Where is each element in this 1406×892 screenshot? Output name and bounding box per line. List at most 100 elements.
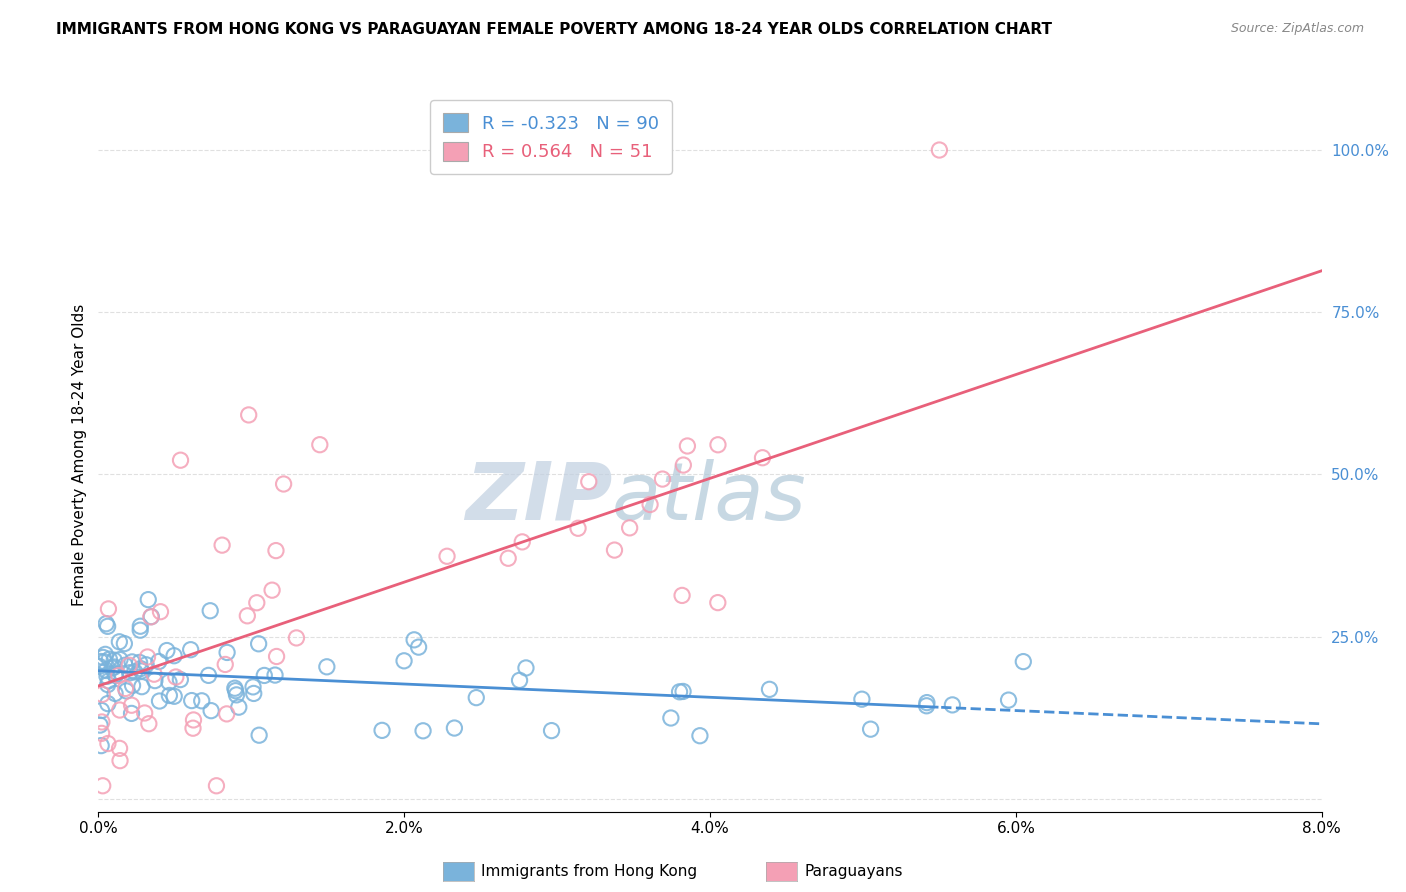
Point xyxy=(941,698,963,712)
Point xyxy=(90,703,112,717)
Point xyxy=(190,694,212,708)
Point xyxy=(96,616,118,631)
Point xyxy=(205,779,228,793)
Point xyxy=(91,687,114,701)
Point xyxy=(689,729,711,743)
Point xyxy=(859,722,882,736)
Point xyxy=(165,670,187,684)
Point xyxy=(90,739,112,753)
Point xyxy=(129,619,152,633)
Point xyxy=(97,677,120,691)
Point xyxy=(262,583,284,598)
Point xyxy=(509,673,531,688)
Point xyxy=(758,682,780,697)
Point xyxy=(93,655,115,669)
Point xyxy=(246,596,269,610)
Point xyxy=(217,645,239,659)
Point xyxy=(148,694,170,708)
Point xyxy=(108,652,131,666)
Point xyxy=(90,726,112,740)
Point xyxy=(107,668,129,682)
Point xyxy=(236,608,259,623)
Point xyxy=(157,689,180,703)
Point xyxy=(163,690,186,704)
Point xyxy=(603,543,626,558)
Point xyxy=(465,690,488,705)
Point xyxy=(1012,655,1035,669)
Text: atlas: atlas xyxy=(612,458,807,537)
Point xyxy=(228,700,250,714)
Point xyxy=(156,643,179,657)
Point xyxy=(224,681,246,696)
Point xyxy=(121,678,143,692)
Point xyxy=(90,655,112,669)
Point xyxy=(638,498,661,512)
Point xyxy=(412,723,434,738)
Point xyxy=(163,648,186,663)
Point xyxy=(264,543,287,558)
Point xyxy=(225,688,247,702)
Point xyxy=(124,665,146,679)
Point xyxy=(928,143,950,157)
Point xyxy=(136,649,159,664)
Point xyxy=(89,659,111,673)
Point xyxy=(238,408,260,422)
Point xyxy=(91,779,114,793)
Point xyxy=(169,453,191,467)
Point xyxy=(131,680,153,694)
Point xyxy=(96,664,118,678)
Point xyxy=(242,680,264,694)
Point xyxy=(619,521,641,535)
Text: Source: ZipAtlas.com: Source: ZipAtlas.com xyxy=(1230,22,1364,36)
Point xyxy=(135,657,157,672)
Point xyxy=(108,741,131,756)
Point xyxy=(392,654,415,668)
Point xyxy=(97,697,120,711)
Point xyxy=(138,716,160,731)
Point xyxy=(515,661,537,675)
Point xyxy=(225,683,247,698)
Point xyxy=(215,706,238,721)
Point xyxy=(659,711,682,725)
Point xyxy=(315,660,337,674)
Point xyxy=(103,653,125,667)
Point xyxy=(676,439,699,453)
Point xyxy=(651,472,673,486)
Point xyxy=(404,632,426,647)
Point xyxy=(143,673,166,688)
Point xyxy=(181,721,204,735)
Point xyxy=(180,642,202,657)
Point xyxy=(242,686,264,700)
Point xyxy=(96,669,118,683)
Point xyxy=(112,637,135,651)
Point xyxy=(129,623,152,637)
Point xyxy=(134,706,156,720)
Point xyxy=(707,438,730,452)
Point xyxy=(97,673,120,688)
Point xyxy=(97,737,120,751)
Legend: R = -0.323   N = 90, R = 0.564   N = 51: R = -0.323 N = 90, R = 0.564 N = 51 xyxy=(430,100,672,174)
Point xyxy=(180,693,202,707)
Point xyxy=(98,652,121,666)
Point xyxy=(169,673,191,687)
Point xyxy=(114,658,136,673)
Point xyxy=(266,649,288,664)
Point xyxy=(273,477,295,491)
Point xyxy=(915,698,938,713)
Point xyxy=(114,681,136,696)
Point xyxy=(141,609,163,624)
Point xyxy=(671,589,693,603)
Point xyxy=(264,668,287,682)
Point xyxy=(97,602,120,616)
Point xyxy=(118,658,141,673)
Point xyxy=(851,692,873,706)
Point xyxy=(104,667,127,681)
Point xyxy=(129,662,152,676)
Point xyxy=(285,631,308,645)
Text: Immigrants from Hong Kong: Immigrants from Hong Kong xyxy=(481,864,697,879)
Point xyxy=(108,703,131,717)
Point xyxy=(510,534,533,549)
Point xyxy=(143,667,166,681)
Point xyxy=(211,538,233,552)
Point xyxy=(118,665,141,680)
